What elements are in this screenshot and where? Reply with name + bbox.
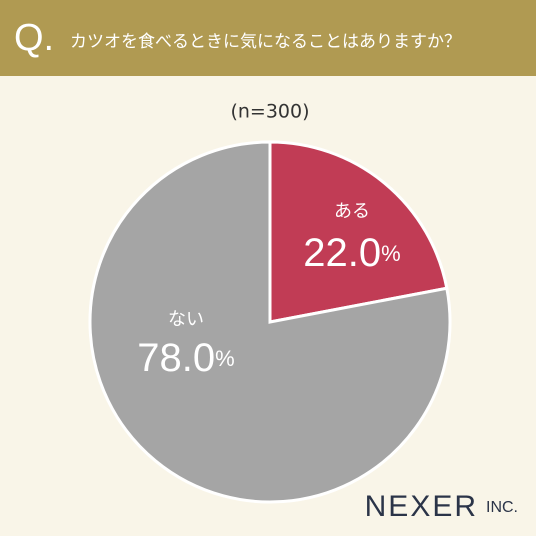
brand-logo: NEXER INC. [365,490,518,523]
category-label: ない [168,309,204,330]
value-label: 78.0% [137,336,234,380]
subtitle: (n=300) [230,101,309,123]
brand-name: NEXER [365,490,478,523]
question-mark: Q. [14,17,54,59]
category-label: ある [334,201,370,222]
pie-slice [88,140,452,504]
pie-slice [268,140,449,324]
chart-title: カツオを食べるときに気になることはありますか？ [70,32,461,52]
value-label: 22.0% [303,231,400,275]
pie: ある 22.0% ない 78.0% [88,140,452,504]
brand-suffix: INC. [486,499,518,516]
header-band [0,0,536,76]
